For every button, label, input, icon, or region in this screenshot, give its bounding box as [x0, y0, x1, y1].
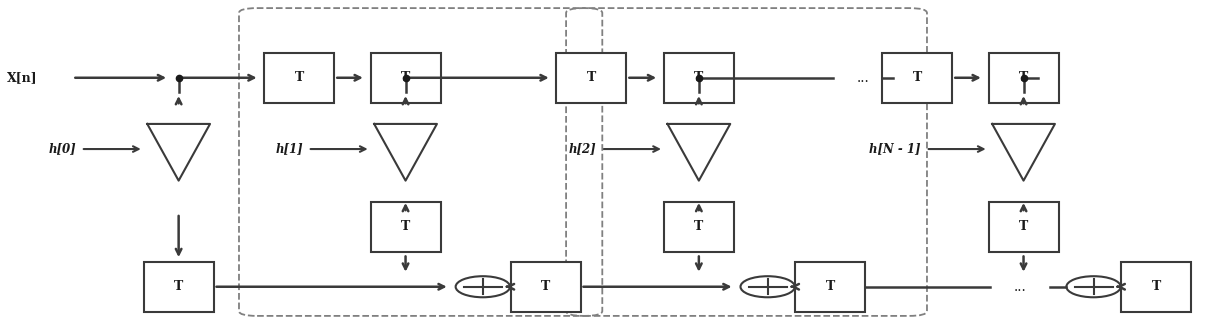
Text: T: T — [694, 71, 704, 84]
Bar — [1121, 262, 1191, 312]
Text: T: T — [1019, 220, 1028, 233]
Bar — [371, 52, 441, 103]
Ellipse shape — [740, 276, 795, 297]
Bar — [264, 52, 334, 103]
Bar — [664, 202, 734, 252]
Bar — [989, 202, 1059, 252]
Bar — [664, 52, 734, 103]
Bar — [882, 52, 952, 103]
Text: T: T — [295, 71, 304, 84]
Text: T: T — [174, 280, 183, 293]
Bar — [144, 262, 214, 312]
Text: T: T — [1019, 71, 1028, 84]
Bar — [556, 52, 626, 103]
Text: T: T — [694, 220, 704, 233]
Text: h[2]: h[2] — [568, 143, 596, 156]
Text: ...: ... — [1014, 280, 1026, 294]
Text: T: T — [1151, 280, 1161, 293]
Ellipse shape — [455, 276, 509, 297]
Text: ...: ... — [857, 71, 869, 85]
Text: X[n]: X[n] — [7, 71, 37, 84]
Bar — [511, 262, 581, 312]
Bar — [795, 262, 865, 312]
Bar — [371, 202, 441, 252]
Text: h[1]: h[1] — [275, 143, 303, 156]
Text: T: T — [587, 71, 596, 84]
Text: T: T — [912, 71, 922, 84]
Text: h[N - 1]: h[N - 1] — [869, 143, 921, 156]
Ellipse shape — [1067, 276, 1121, 297]
Text: T: T — [826, 280, 835, 293]
Bar — [989, 52, 1059, 103]
Text: T: T — [401, 220, 410, 233]
Text: T: T — [401, 71, 410, 84]
Text: T: T — [541, 280, 550, 293]
Text: h[0]: h[0] — [48, 143, 76, 156]
